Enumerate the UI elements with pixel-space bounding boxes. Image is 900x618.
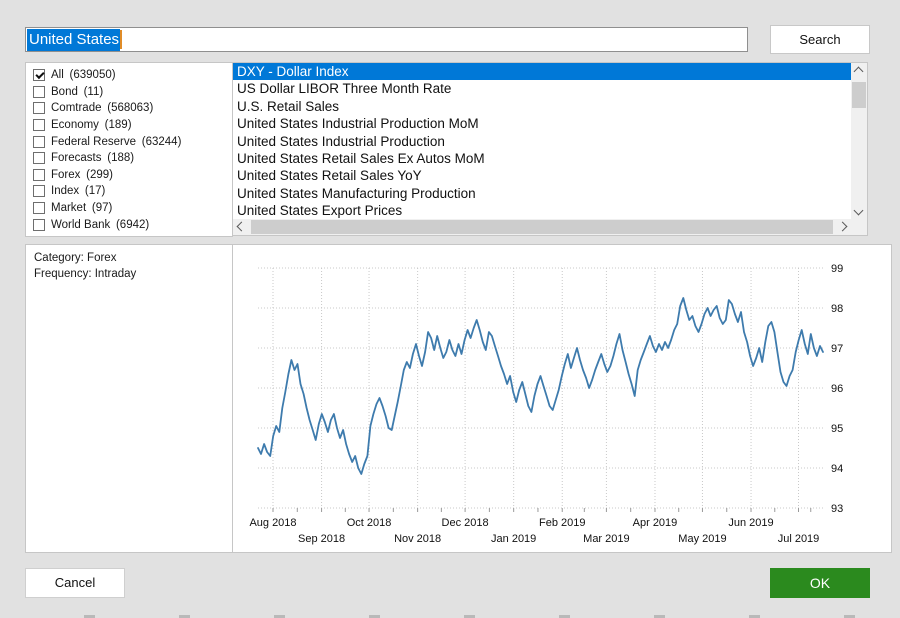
checkbox-icon[interactable] [33, 202, 45, 215]
result-item[interactable]: United States Manufacturing Production [237, 185, 476, 201]
result-item[interactable]: United States Retail Sales Ex Autos MoM [237, 150, 485, 166]
result-item[interactable]: U.S. Retail Sales [237, 98, 340, 114]
y-axis-tick-label: 98 [831, 303, 843, 315]
horizontal-scrollbar[interactable] [233, 219, 851, 235]
checkbox-icon[interactable] [33, 185, 45, 198]
y-axis-tick-label: 95 [831, 423, 843, 435]
filter-item-market[interactable]: Market (97) [33, 200, 232, 217]
filter-item-comtrade[interactable]: Comtrade (568063) [33, 100, 232, 117]
preview-chart-panel: 93 94 95 96 97 98 99 Aug 2018 Sep 2018 Oct 2018 No… [232, 244, 892, 553]
result-item[interactable]: US Dollar LIBOR Three Month Rate [237, 81, 452, 97]
x-axis-tick-label: Jun 2019 [728, 517, 773, 529]
excel-grid-edge [0, 615, 900, 618]
result-item[interactable]: DXY - Dollar Index [233, 63, 851, 81]
x-axis-tick-label: Apr 2019 [633, 517, 678, 529]
filter-label: All (639050) [51, 69, 116, 82]
filter-label: Forex (299) [51, 168, 113, 181]
filter-label: Comtrade (568063) [51, 102, 154, 115]
filter-item-bond[interactable]: Bond (11) [33, 84, 232, 101]
filter-label: Federal Reserve (63244) [51, 135, 182, 148]
price-series-line [257, 297, 824, 475]
result-item[interactable]: United States Industrial Production [237, 133, 445, 149]
filter-item-all[interactable]: All (639050) [33, 67, 232, 84]
category-filter-panel: All (639050) Bond (11) Comtrade (568063) Ec… [25, 62, 233, 237]
cancel-button[interactable]: Cancel [25, 568, 125, 598]
category-info: Category: Forex [34, 252, 117, 264]
checkbox-icon[interactable] [33, 152, 45, 165]
x-axis-tick-label: Dec 2018 [442, 517, 489, 529]
horizontal-scroll-thumb[interactable] [251, 220, 833, 234]
x-axis-tick-label: Nov 2018 [394, 533, 441, 545]
filter-item-forex[interactable]: Forex (299) [33, 167, 232, 184]
x-axis-tick-label: Sep 2018 [298, 533, 345, 545]
filter-label: Bond (11) [51, 85, 104, 98]
filter-label: Market (97) [51, 202, 113, 215]
results-rows: DXY - Dollar Index US Dollar LIBOR Three … [233, 63, 851, 219]
checkbox-icon[interactable] [33, 218, 45, 231]
filter-item-economy[interactable]: Economy (189) [33, 117, 232, 134]
scroll-right-icon[interactable] [839, 223, 846, 230]
result-item[interactable]: United States Retail Sales YoY [237, 168, 422, 184]
text-caret [120, 30, 123, 49]
y-axis-tick-label: 94 [831, 463, 843, 475]
checkbox-icon[interactable] [33, 85, 45, 98]
result-item[interactable]: United States Industrial Production MoM [237, 116, 479, 132]
x-axis-tick-label: Oct 2018 [347, 517, 392, 529]
scroll-down-icon[interactable] [855, 207, 862, 214]
filter-item-forecasts[interactable]: Forecasts (188) [33, 150, 232, 167]
results-listbox[interactable]: DXY - Dollar Index US Dollar LIBOR Three … [232, 62, 868, 236]
frequency-info: Frequency: Intraday [34, 268, 137, 280]
checkbox-icon[interactable] [33, 102, 45, 115]
scroll-left-icon[interactable] [238, 223, 245, 230]
selection-info-panel: Category: Forex Frequency: Intraday [25, 244, 233, 553]
y-axis-tick-label: 93 [831, 503, 843, 515]
x-axis-tick-label: Mar 2019 [583, 533, 629, 545]
filter-item-world-bank[interactable]: World Bank (6942) [33, 216, 232, 233]
vertical-scroll-thumb[interactable] [852, 82, 866, 108]
x-axis-tick-label: Aug 2018 [249, 517, 296, 529]
ok-button[interactable]: OK [770, 568, 870, 598]
search-button[interactable]: Search [770, 25, 870, 54]
y-axis-tick-label: 96 [831, 383, 843, 395]
scroll-up-icon[interactable] [855, 68, 862, 75]
checkbox-icon[interactable] [33, 168, 45, 181]
filter-label: Economy (189) [51, 119, 132, 132]
filter-label: World Bank (6942) [51, 218, 150, 231]
checkbox-icon[interactable] [33, 119, 45, 132]
checkbox-icon[interactable] [33, 135, 45, 148]
filter-item-federal-reserve[interactable]: Federal Reserve (63244) [33, 133, 232, 150]
scrollbar-corner [851, 219, 867, 235]
filter-label: Forecasts (188) [51, 152, 135, 165]
filter-item-index[interactable]: Index (17) [33, 183, 232, 200]
y-axis-tick-label: 99 [831, 263, 843, 275]
x-axis-tick-label: Jul 2019 [778, 533, 820, 545]
x-axis-tick-label: May 2019 [678, 533, 726, 545]
checkbox-checked-icon[interactable] [33, 69, 45, 82]
search-input-selected-text: United States [27, 28, 121, 51]
result-item[interactable]: United States Export Prices [237, 203, 403, 219]
x-axis-tick-label: Jan 2019 [491, 533, 536, 545]
vertical-scrollbar[interactable] [851, 63, 867, 219]
y-axis-tick-label: 97 [831, 343, 843, 355]
x-axis-tick-label: Feb 2019 [539, 517, 585, 529]
filter-label: Index (17) [51, 185, 106, 198]
search-input[interactable]: United States [25, 27, 748, 52]
